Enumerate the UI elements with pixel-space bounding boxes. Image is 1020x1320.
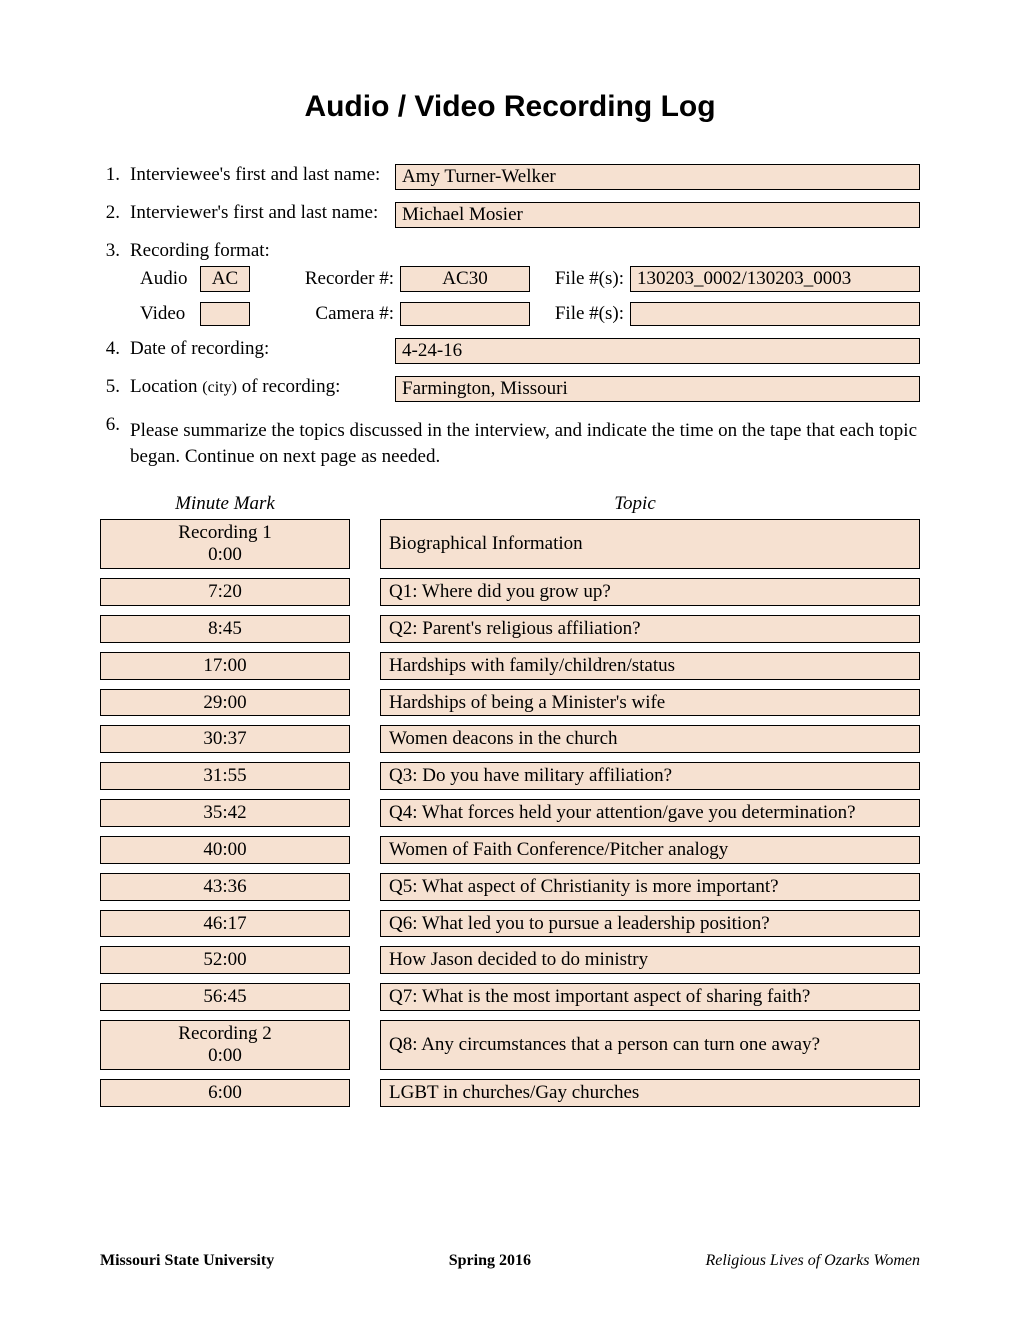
- topic-cell: LGBT in churches/Gay churches: [380, 1079, 920, 1107]
- page-title: Audio / Video Recording Log: [100, 90, 920, 124]
- file-value: 130203_0002/130203_0003: [630, 266, 920, 292]
- minute-cell: 6:00: [100, 1079, 350, 1107]
- minute-cell: 29:00: [100, 689, 350, 717]
- field-label: Interviewer's first and last name:: [130, 202, 395, 224]
- field-num: 3.: [100, 240, 130, 262]
- minute-cell: 35:42: [100, 799, 350, 827]
- table-row: 7:20 Q1: Where did you grow up?: [100, 578, 920, 606]
- audio-row: Audio AC Recorder #: AC30 File #(s): 130…: [130, 266, 920, 292]
- summary-text: Please summarize the topics discussed in…: [130, 418, 920, 469]
- topic-cell: Biographical Information: [380, 519, 920, 569]
- form-list: 1. Interviewee's first and last name: Am…: [100, 164, 920, 469]
- interviewer-value: Michael Mosier: [395, 202, 920, 228]
- table-row: 17:00 Hardships with family/children/stat…: [100, 652, 920, 680]
- topic-cell: Women deacons in the church: [380, 725, 920, 753]
- file-value: [630, 302, 920, 326]
- format-block: Audio AC Recorder #: AC30 File #(s): 130…: [130, 266, 920, 326]
- table-row: 31:55 Q3: Do you have military affiliatio…: [100, 762, 920, 790]
- camera-label: Camera #:: [290, 303, 400, 325]
- field-label: Interviewee's first and last name:: [130, 164, 395, 186]
- file-label: File #(s):: [550, 303, 630, 325]
- field-label: Date of recording:: [130, 338, 395, 360]
- table-row: 6:00 LGBT in churches/Gay churches: [100, 1079, 920, 1107]
- field-summary: 6. Please summarize the topics discussed…: [100, 414, 920, 469]
- table-row: 30:37 Women deacons in the church: [100, 725, 920, 753]
- field-date: 4. Date of recording: 4-24-16: [100, 338, 920, 364]
- location-value: Farmington, Missouri: [395, 376, 920, 402]
- topic-table: Minute Mark Topic Recording 1 0:00 Biogra…: [100, 493, 920, 1106]
- table-row: 8:45 Q2: Parent's religious affiliation?: [100, 615, 920, 643]
- footer-left: Missouri State University: [100, 1252, 274, 1270]
- table-row: 52:00 How Jason decided to do ministry: [100, 946, 920, 974]
- topic-cell: How Jason decided to do ministry: [380, 946, 920, 974]
- recorder-label: Recorder #:: [290, 268, 400, 290]
- header-topic: Topic: [350, 493, 920, 515]
- field-num: 4.: [100, 338, 130, 360]
- topic-cell: Q8: Any circumstances that a person can …: [380, 1020, 920, 1070]
- minute-cell: 30:37: [100, 725, 350, 753]
- file-label: File #(s):: [550, 268, 630, 290]
- topic-cell: Q6: What led you to pursue a leadership …: [380, 910, 920, 938]
- video-row: Video Camera #: File #(s):: [130, 302, 920, 326]
- minute-cell: 52:00: [100, 946, 350, 974]
- footer-center: Spring 2016: [449, 1252, 531, 1270]
- video-label: Video: [140, 303, 200, 325]
- topic-cell: Q4: What forces held your attention/gave…: [380, 799, 920, 827]
- minute-cell: 31:55: [100, 762, 350, 790]
- table-row: 40:00 Women of Faith Conference/Pitcher a…: [100, 836, 920, 864]
- field-interviewee: 1. Interviewee's first and last name: Am…: [100, 164, 920, 190]
- field-num: 2.: [100, 202, 130, 224]
- page-footer: Missouri State University Spring 2016 Re…: [100, 1252, 920, 1270]
- header-minute: Minute Mark: [100, 493, 350, 515]
- table-row: 46:17 Q6: What led you to pursue a leader…: [100, 910, 920, 938]
- table-row: 35:42 Q4: What forces held your attention…: [100, 799, 920, 827]
- table-row: 43:36 Q5: What aspect of Christianity is …: [100, 873, 920, 901]
- audio-label: Audio: [140, 268, 200, 290]
- field-num: 5.: [100, 376, 130, 398]
- topic-cell: Q1: Where did you grow up?: [380, 578, 920, 606]
- field-label: Recording format:: [130, 240, 270, 262]
- table-row: 29:00 Hardships of being a Minister's wif…: [100, 689, 920, 717]
- field-interviewer: 2. Interviewer's first and last name: Mi…: [100, 202, 920, 228]
- rows-container: Recording 1 0:00 Biographical Information…: [100, 519, 920, 1106]
- interviewee-value: Amy Turner-Welker: [395, 164, 920, 190]
- minute-cell: Recording 2 0:00: [100, 1020, 350, 1070]
- video-code: [200, 302, 250, 326]
- minute-cell: 8:45: [100, 615, 350, 643]
- minute-cell: Recording 1 0:00: [100, 519, 350, 569]
- field-recording-format: 3. Recording format: Audio AC Recorder #…: [100, 240, 920, 326]
- minute-cell: 17:00: [100, 652, 350, 680]
- table-header-row: Minute Mark Topic: [100, 493, 920, 515]
- topic-cell: Hardships of being a Minister's wife: [380, 689, 920, 717]
- minute-cell: 40:00: [100, 836, 350, 864]
- topic-cell: Q5: What aspect of Christianity is more …: [380, 873, 920, 901]
- table-row: Recording 2 0:00 Q8: Any circumstances th…: [100, 1020, 920, 1070]
- audio-code: AC: [200, 266, 250, 292]
- table-row: Recording 1 0:00 Biographical Information: [100, 519, 920, 569]
- topic-cell: Q2: Parent's religious affiliation?: [380, 615, 920, 643]
- topic-cell: Hardships with family/children/status: [380, 652, 920, 680]
- recorder-value: AC30: [400, 266, 530, 292]
- topic-cell: Q3: Do you have military affiliation?: [380, 762, 920, 790]
- field-location: 5. Location (city) of recording: Farming…: [100, 376, 920, 402]
- footer-right: Religious Lives of Ozarks Women: [705, 1252, 920, 1270]
- topic-cell: Q7: What is the most important aspect of…: [380, 983, 920, 1011]
- minute-cell: 43:36: [100, 873, 350, 901]
- field-label: Location (city) of recording:: [130, 376, 395, 398]
- table-row: 56:45 Q7: What is the most important aspe…: [100, 983, 920, 1011]
- minute-cell: 46:17: [100, 910, 350, 938]
- field-num: 1.: [100, 164, 130, 186]
- camera-value: [400, 302, 530, 326]
- minute-cell: 7:20: [100, 578, 350, 606]
- date-value: 4-24-16: [395, 338, 920, 364]
- field-num: 6.: [100, 414, 130, 469]
- topic-cell: Women of Faith Conference/Pitcher analog…: [380, 836, 920, 864]
- minute-cell: 56:45: [100, 983, 350, 1011]
